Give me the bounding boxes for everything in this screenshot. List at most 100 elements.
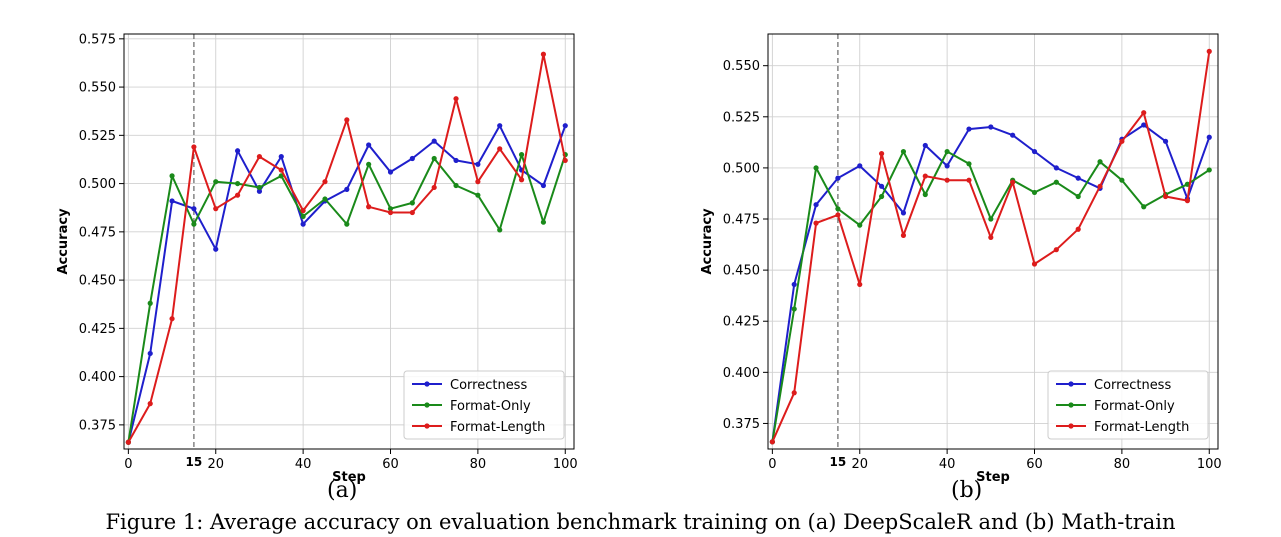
y-tick-label: 0.500 <box>723 161 760 176</box>
data-point <box>213 206 219 212</box>
y-tick-label: 0.525 <box>79 129 116 144</box>
legend-marker <box>424 402 430 408</box>
panel-label-b: (b) <box>951 478 983 503</box>
data-point <box>256 153 263 160</box>
data-point <box>256 188 263 194</box>
x-tick-label: 80 <box>1114 457 1131 472</box>
data-point <box>431 184 437 191</box>
data-point <box>322 196 328 202</box>
x-tick-label: 40 <box>295 457 312 472</box>
data-point <box>944 163 950 169</box>
data-point <box>256 184 263 191</box>
legend-entry: Format-Only <box>1094 399 1175 414</box>
data-point <box>344 117 350 123</box>
data-point <box>497 146 503 152</box>
legend-entry: Format-Length <box>1094 420 1189 435</box>
data-point <box>431 138 437 144</box>
y-tick-label: 0.450 <box>723 264 760 279</box>
data-point <box>518 177 525 183</box>
data-point <box>1141 122 1147 128</box>
data-point <box>813 202 819 208</box>
x-tick-label: 0 <box>768 457 776 472</box>
chart-panel-a: 15 0 20 40 60 80 100 0.375 0.400 0.425 0.450 0.475 0… <box>56 32 578 485</box>
data-point <box>878 193 885 200</box>
x-axis-label: Step <box>332 470 366 485</box>
data-point <box>1031 189 1038 196</box>
data-point <box>988 124 994 130</box>
data-point <box>147 350 153 357</box>
data-point <box>562 123 568 129</box>
data-point <box>1053 179 1059 185</box>
x-tick-label: 20 <box>851 457 868 472</box>
data-point <box>1206 48 1212 54</box>
data-point <box>1141 110 1147 116</box>
data-point <box>1162 138 1169 144</box>
data-point <box>944 148 950 155</box>
data-point <box>431 155 437 162</box>
data-point <box>344 221 350 227</box>
data-point <box>234 192 241 198</box>
data-point <box>791 306 797 312</box>
marker-line-label: 15 <box>830 455 847 469</box>
data-point <box>1075 193 1081 200</box>
x-tick-label: 100 <box>1197 457 1222 472</box>
data-point <box>213 246 219 252</box>
data-point <box>966 126 972 132</box>
legend-marker <box>424 423 430 429</box>
y-axis-label: Accuracy <box>56 208 71 275</box>
data-point <box>344 186 350 192</box>
panel-label-a: (a) <box>327 478 358 503</box>
data-point <box>900 232 907 238</box>
data-point <box>966 161 972 167</box>
data-point <box>878 150 885 157</box>
data-point <box>562 157 568 164</box>
data-point <box>300 221 306 227</box>
data-point <box>857 281 863 288</box>
data-point <box>813 165 819 171</box>
data-point <box>1010 132 1016 138</box>
y-tick-label: 0.525 <box>723 110 760 125</box>
data-point <box>944 177 950 183</box>
data-point <box>125 439 131 445</box>
data-point <box>1206 134 1212 140</box>
data-point <box>387 209 394 216</box>
data-point <box>453 182 459 189</box>
data-point <box>366 142 372 148</box>
legend-box <box>1047 370 1209 440</box>
data-point <box>1184 198 1191 204</box>
data-point <box>475 161 481 167</box>
x-tick-label: 60 <box>1026 457 1043 472</box>
data-point <box>213 179 219 185</box>
data-point <box>475 192 481 198</box>
data-point <box>387 169 394 175</box>
data-point <box>497 227 503 233</box>
legend-entry: Correctness <box>1094 378 1171 393</box>
legend-marker <box>1068 423 1074 429</box>
data-point <box>540 51 547 57</box>
data-point <box>169 173 175 179</box>
legend-marker <box>1068 381 1074 387</box>
y-tick-label: 0.450 <box>79 274 116 289</box>
data-point <box>1162 193 1169 200</box>
data-point <box>791 390 797 396</box>
plot-frame <box>767 33 1219 450</box>
data-point <box>234 180 241 187</box>
data-point <box>322 179 328 185</box>
y-tick-label: 0.375 <box>723 417 760 432</box>
data-point <box>1119 138 1125 144</box>
data-point <box>540 219 547 225</box>
data-point <box>835 206 841 212</box>
plot-frame <box>123 33 575 450</box>
data-point <box>475 179 481 185</box>
data-point <box>922 191 928 198</box>
data-point <box>300 213 306 220</box>
data-point <box>366 204 372 210</box>
data-point <box>900 148 907 155</box>
y-axis-label: Accuracy <box>700 208 715 275</box>
y-tick-label: 0.375 <box>79 418 116 433</box>
data-point <box>769 439 775 445</box>
data-point <box>1010 179 1016 185</box>
data-point <box>1206 167 1212 173</box>
data-point <box>518 152 525 158</box>
data-point <box>278 167 284 173</box>
